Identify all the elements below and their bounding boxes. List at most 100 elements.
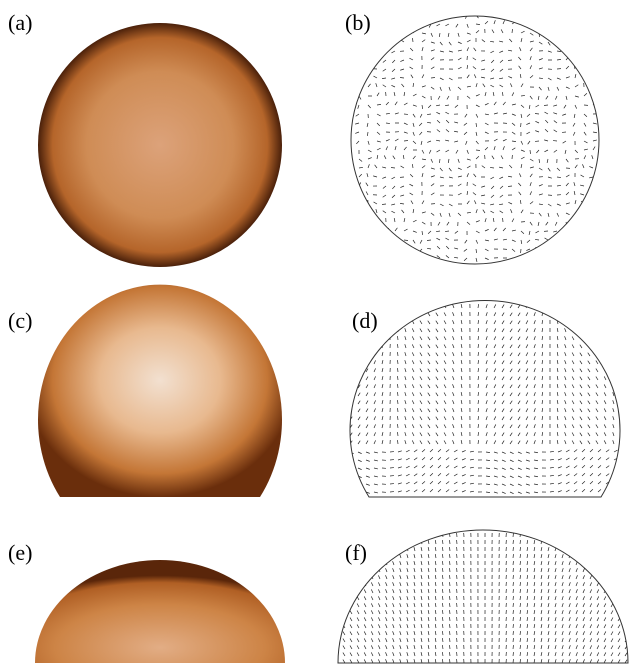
vector-arrow	[413, 473, 418, 477]
vector-arrow	[502, 238, 507, 241]
vector-arrow	[575, 638, 578, 643]
vector-arrow	[511, 103, 516, 106]
vector-arrow	[509, 392, 513, 397]
vector-arrow	[427, 432, 431, 437]
vector-arrow	[587, 400, 591, 405]
vector-arrow	[475, 230, 480, 234]
vector-arrow	[357, 483, 362, 486]
vector-arrow	[452, 400, 455, 405]
vector-arrow	[406, 610, 409, 615]
vector-arrow	[549, 474, 554, 477]
vector-arrow	[481, 185, 486, 188]
vector-arrow	[460, 376, 463, 381]
vector-arrow	[373, 400, 376, 405]
vector-arrow	[413, 610, 416, 615]
vector-arrow	[582, 561, 585, 566]
vector-arrow	[603, 603, 607, 608]
vector-arrow	[403, 257, 408, 260]
vector-arrow	[485, 368, 488, 373]
vector-arrow	[565, 32, 569, 37]
vector-arrow	[365, 360, 369, 365]
vector-arrow	[453, 465, 458, 469]
vector-arrow	[356, 659, 360, 663]
vector-arrow	[597, 481, 602, 485]
vector-arrow	[544, 255, 549, 259]
vector-arrow	[452, 328, 455, 333]
vector-arrow	[349, 491, 354, 494]
vector-arrow	[485, 360, 488, 365]
vector-arrow	[564, 408, 567, 413]
vector-arrow	[466, 39, 471, 43]
vector-arrow	[439, 203, 444, 207]
vector-arrow	[603, 533, 607, 538]
vector-arrow	[419, 384, 423, 389]
vector-arrow	[430, 49, 435, 52]
vector-arrow	[575, 530, 578, 531]
vector-arrow	[484, 131, 489, 134]
vector-arrow	[392, 645, 395, 650]
vector-arrow	[511, 248, 516, 252]
vector-arrow	[589, 582, 592, 587]
vector-arrow	[589, 540, 592, 545]
vector-arrow	[490, 176, 495, 180]
vector-arrow	[617, 561, 621, 566]
vector-arrow	[581, 465, 586, 469]
vector-arrow	[430, 41, 435, 44]
vector-arrow	[565, 212, 570, 216]
vector-arrow	[610, 631, 614, 636]
vector-arrow	[381, 360, 384, 365]
vector-arrow	[435, 376, 439, 381]
vector-arrow	[373, 384, 376, 389]
vector-arrow	[561, 603, 564, 608]
vector-arrow	[534, 239, 540, 241]
vector-arrow	[436, 139, 441, 142]
vector-arrow	[613, 449, 618, 453]
vector-arrow	[490, 210, 495, 214]
vector-arrow	[435, 320, 439, 325]
vector-arrow	[466, 74, 470, 79]
vector-arrow	[533, 475, 538, 478]
vector-arrow	[413, 530, 416, 531]
vector-arrow	[412, 219, 417, 223]
vector-arrow	[554, 533, 557, 538]
vector-arrow	[356, 624, 360, 629]
vector-arrow	[452, 320, 455, 325]
vector-arrow	[595, 368, 599, 373]
vector-arrow	[525, 424, 529, 429]
vector-arrow	[454, 104, 459, 108]
vector-arrow	[511, 131, 516, 135]
vector-arrow	[547, 631, 550, 636]
vector-arrow	[556, 41, 561, 46]
vector-arrow	[556, 50, 562, 52]
vector-arrow	[624, 575, 628, 580]
vector-arrow	[547, 582, 550, 587]
vector-arrow	[404, 424, 407, 429]
vector-arrow	[624, 603, 628, 608]
vector-arrow	[382, 68, 387, 72]
vector-arrow	[452, 416, 455, 421]
vector-arrow	[493, 408, 497, 413]
vector-arrow	[376, 122, 381, 127]
vector-arrow	[358, 41, 364, 43]
vector-arrow	[428, 297, 430, 300]
vector-arrow	[568, 575, 571, 580]
vector-arrow	[485, 312, 488, 317]
vector-arrow	[376, 257, 381, 261]
vector-arrow	[484, 21, 489, 25]
vector-arrow	[547, 603, 550, 608]
vector-arrow	[357, 467, 362, 470]
vector-arrow	[461, 482, 466, 485]
vector-arrow	[397, 466, 402, 469]
vector-arrow	[342, 582, 346, 587]
vector-arrow	[403, 28, 405, 34]
vector-arrow	[529, 95, 533, 100]
vector-arrow	[347, 121, 350, 123]
vector-arrow	[381, 424, 384, 429]
vector-arrow	[502, 91, 504, 97]
vector-arrow	[365, 440, 369, 445]
vector-arrow	[338, 589, 339, 594]
vector-arrow	[421, 200, 425, 205]
vector-arrow	[485, 336, 488, 341]
vector-arrow	[446, 95, 450, 100]
vector-arrow	[413, 631, 416, 636]
